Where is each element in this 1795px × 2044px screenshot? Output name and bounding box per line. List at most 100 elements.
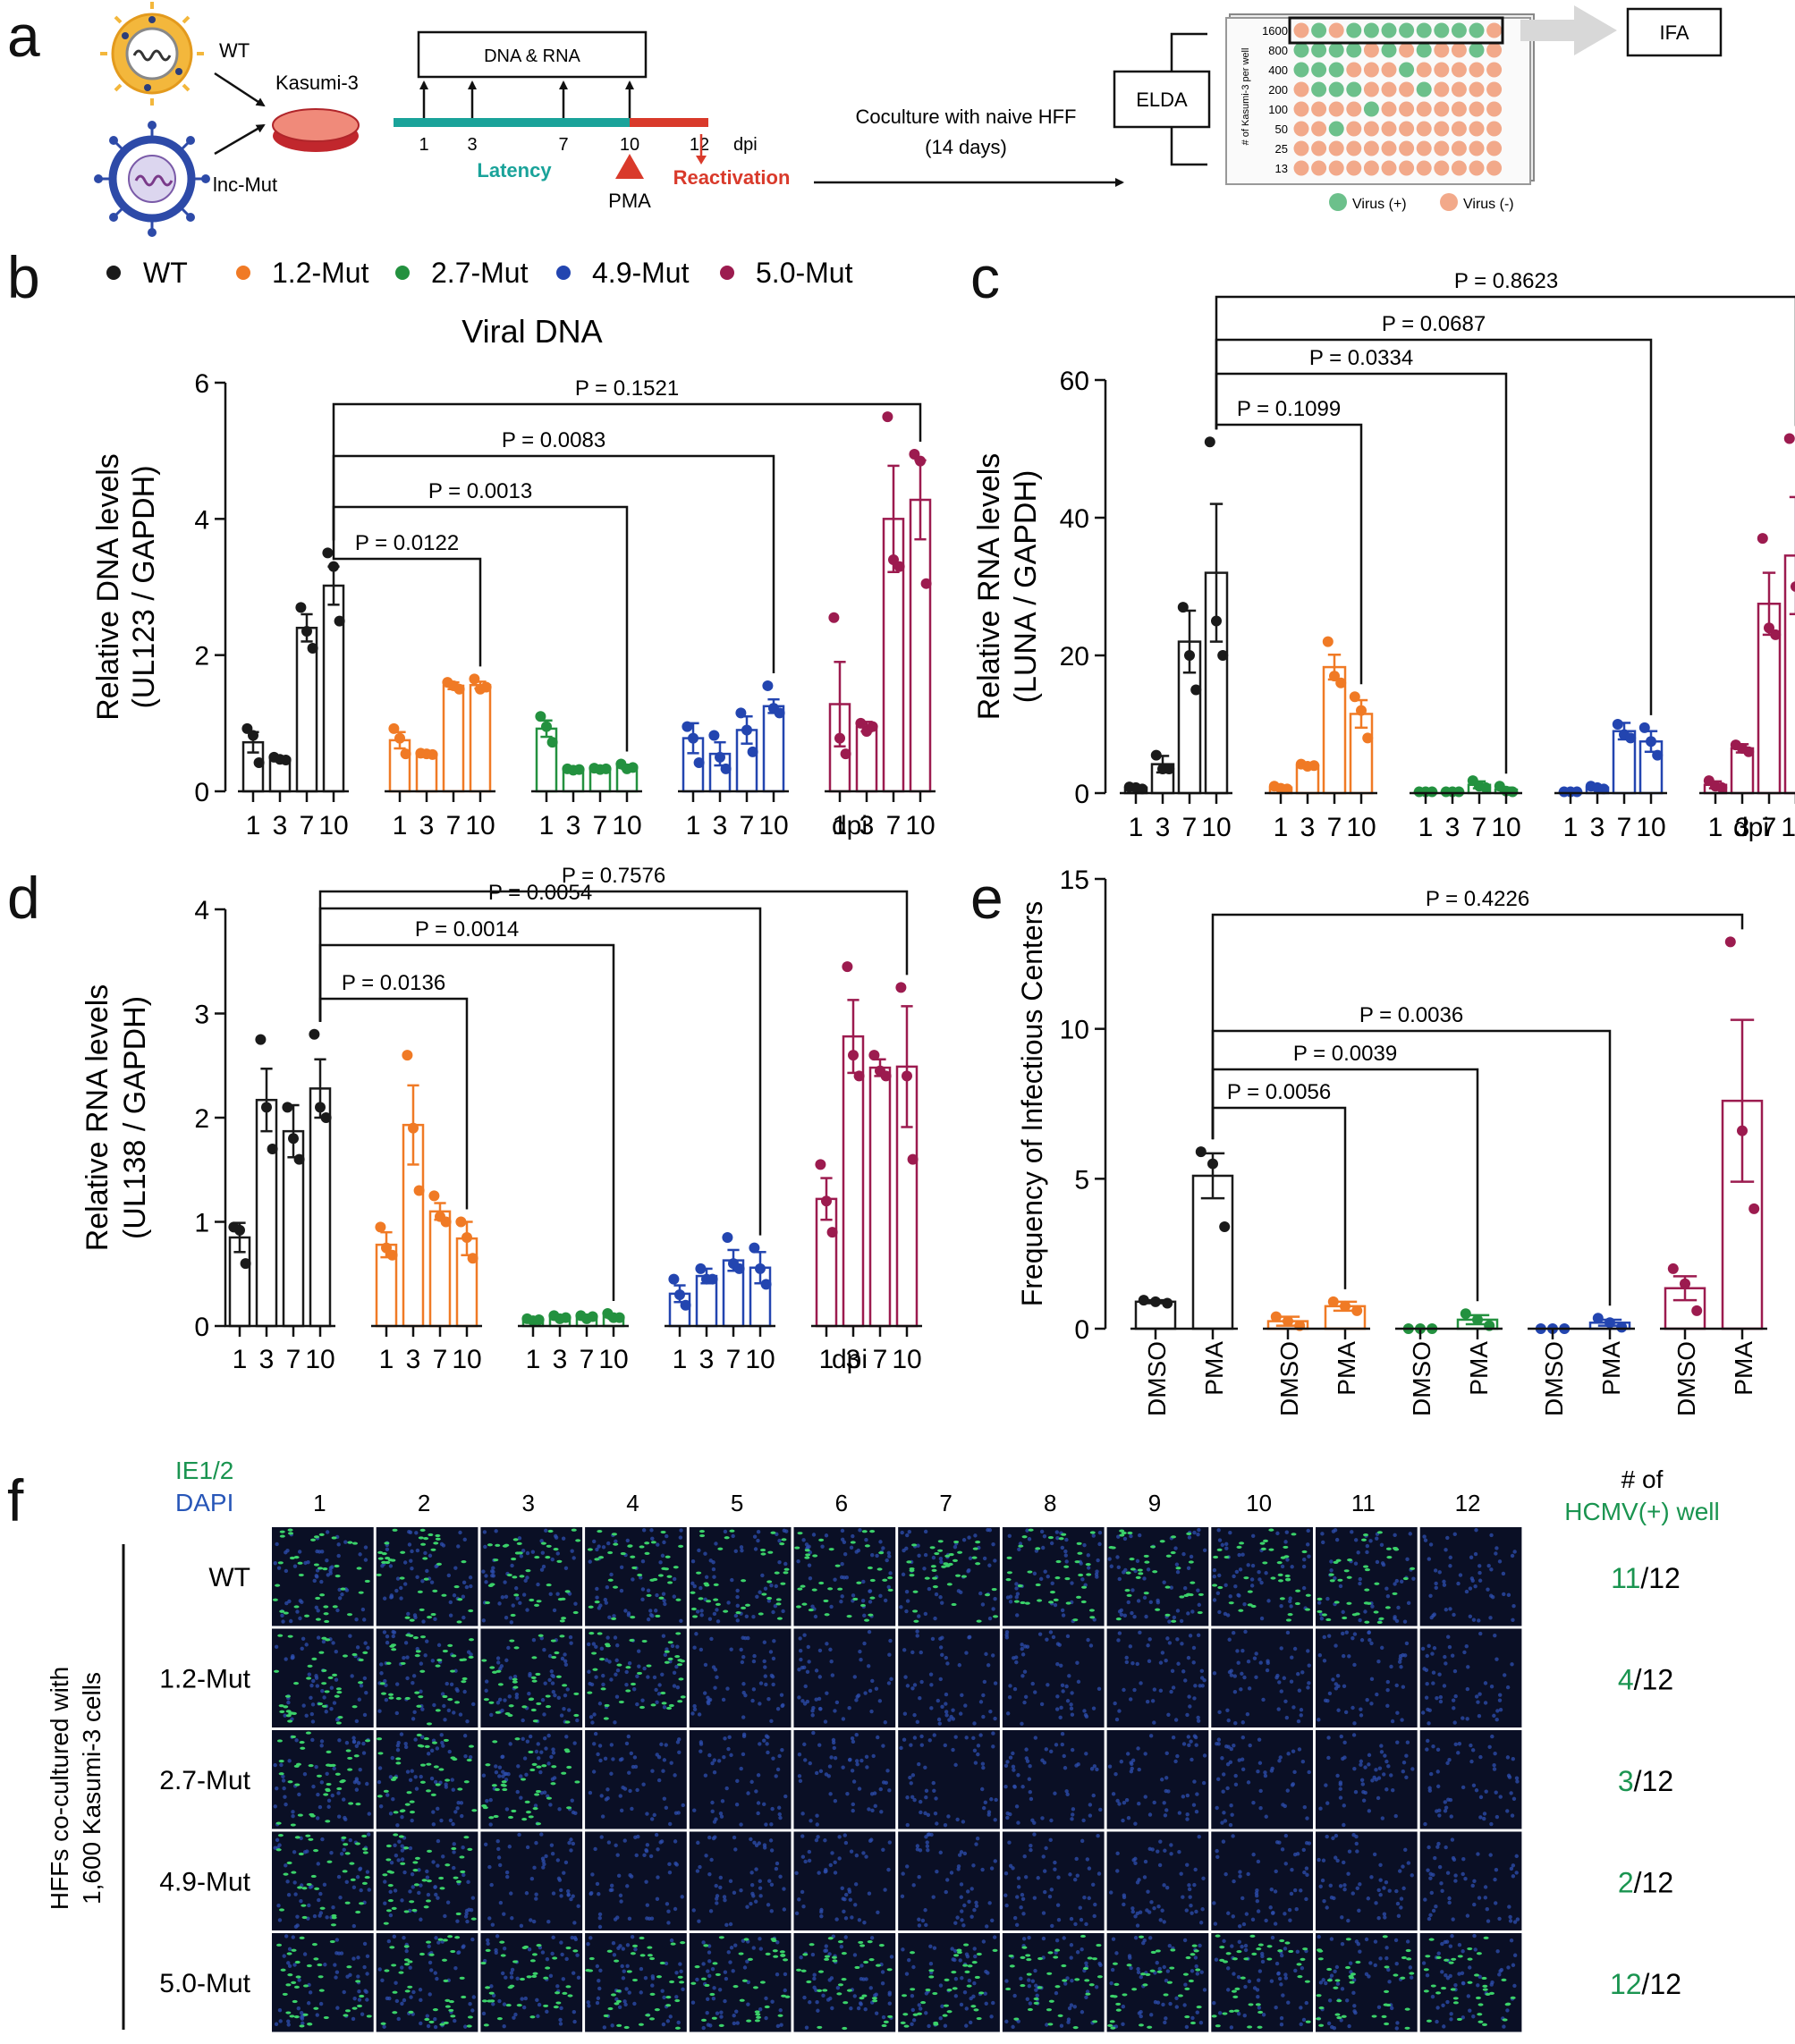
dapi-nucleus — [969, 1996, 973, 2001]
dapi-nucleus — [602, 2025, 607, 2030]
ie12-positive-cell — [400, 1550, 406, 1554]
significance-bracket — [1215, 338, 1653, 715]
ie12-positive-cell — [297, 1886, 303, 1889]
dapi-nucleus — [428, 1960, 433, 1965]
dapi-nucleus — [391, 1634, 396, 1639]
plate-well-negative — [1469, 140, 1485, 156]
dapi-nucleus — [497, 1601, 502, 1606]
ie12-positive-cell — [416, 1733, 422, 1737]
dapi-nucleus — [733, 1943, 738, 1947]
ie12-positive-cell — [304, 1614, 310, 1617]
dapi-nucleus — [991, 1744, 995, 1749]
dapi-nucleus — [632, 1755, 638, 1760]
ie12-positive-cell — [1171, 1619, 1177, 1623]
plate-well-negative — [1434, 42, 1450, 58]
ie12-positive-cell — [1088, 1609, 1095, 1612]
dapi-nucleus — [669, 1938, 674, 1943]
dapi-nucleus — [1336, 1684, 1341, 1688]
dapi-nucleus — [1266, 1659, 1270, 1663]
dapi-nucleus — [609, 1572, 614, 1577]
dapi-nucleus — [768, 1838, 774, 1843]
ie12-positive-cell — [358, 1658, 364, 1662]
legend-label-wt: WT — [143, 257, 188, 289]
x-tick-label: 1 — [1129, 813, 1144, 842]
dapi-nucleus — [1263, 1773, 1268, 1778]
dapi-nucleus — [362, 1964, 367, 1970]
x-tick-label: 1 — [1708, 813, 1723, 842]
ie12-positive-cell — [659, 1961, 665, 1965]
ie12-positive-cell — [512, 1960, 519, 1964]
ie12-positive-cell — [538, 1634, 544, 1637]
dapi-nucleus — [572, 1921, 577, 1925]
dapi-nucleus — [669, 1761, 673, 1765]
dapi-nucleus — [502, 1946, 507, 1951]
dapi-nucleus — [1425, 1653, 1429, 1659]
dapi-nucleus — [385, 1547, 390, 1551]
ie12-positive-cell — [1333, 1560, 1339, 1564]
ie12-positive-cell — [951, 1602, 957, 1607]
dapi-nucleus — [563, 1659, 568, 1664]
dapi-nucleus — [402, 1998, 407, 2003]
ifa-arrow-icon — [1520, 5, 1617, 55]
dapi-nucleus — [1220, 1542, 1224, 1548]
dapi-nucleus — [448, 1613, 453, 1617]
ie12-positive-cell — [1236, 1545, 1242, 1549]
dapi-nucleus — [1244, 1912, 1249, 1916]
dapi-nucleus — [530, 1550, 536, 1554]
dapi-nucleus — [486, 1938, 490, 1943]
positive-well-count: 11 — [1611, 1562, 1640, 1594]
dapi-nucleus — [1060, 1742, 1064, 1747]
dapi-nucleus — [395, 1823, 400, 1828]
dapi-nucleus — [1242, 1675, 1247, 1680]
dapi-nucleus — [915, 1719, 920, 1725]
ie12-positive-cell — [944, 1554, 951, 1558]
plate-well-positive — [1328, 62, 1344, 78]
dapi-nucleus — [419, 1883, 423, 1888]
dapi-nucleus — [922, 1567, 927, 1571]
ie12-positive-cell — [487, 1999, 493, 2003]
data-point — [1667, 1263, 1679, 1274]
dapi-nucleus — [981, 1805, 986, 1811]
dapi-nucleus — [435, 1976, 439, 1981]
ie12-positive-cell — [626, 1970, 632, 1973]
plate-selected-row — [1288, 16, 1504, 45]
dapi-nucleus — [363, 1545, 368, 1550]
dapi-nucleus — [1217, 1609, 1222, 1615]
ie12-positive-cell — [630, 1952, 636, 1955]
data-point — [674, 1289, 685, 1301]
dapi-nucleus — [641, 1782, 646, 1786]
dapi-nucleus — [302, 1771, 308, 1777]
dapi-nucleus — [764, 1996, 768, 2001]
dapi-nucleus — [519, 1554, 524, 1558]
dapi-nucleus — [928, 1672, 934, 1677]
ie12-positive-cell — [293, 1556, 300, 1559]
dapi-nucleus — [953, 1762, 958, 1768]
dapi-nucleus — [612, 1614, 616, 1618]
ie12-positive-cell — [407, 1960, 413, 1964]
dapi-nucleus — [1478, 1631, 1483, 1636]
dapi-nucleus — [314, 1605, 319, 1609]
dapi-nucleus — [927, 1586, 932, 1592]
dapi-nucleus — [842, 1551, 848, 1557]
data-point — [386, 1249, 398, 1261]
dapi-nucleus — [520, 1997, 524, 2001]
dapi-nucleus — [394, 1981, 398, 1985]
dapi-nucleus — [1301, 1564, 1307, 1569]
y-axis-label: Frequency of Infectious Centers — [1016, 901, 1048, 1307]
dapi-nucleus — [562, 1706, 566, 1711]
dapi-nucleus — [1342, 1740, 1347, 1745]
dapi-nucleus — [1174, 1562, 1180, 1567]
ie12-positive-cell — [556, 1559, 563, 1563]
dapi-nucleus — [753, 1547, 758, 1551]
ie12-positive-cell — [532, 1807, 538, 1811]
dapi-nucleus — [1323, 1698, 1328, 1703]
dapi-nucleus — [990, 1653, 995, 1658]
dapi-nucleus — [1060, 1732, 1065, 1736]
dapi-nucleus — [1370, 1604, 1375, 1609]
ie12-positive-cell — [735, 1611, 741, 1615]
dapi-nucleus — [408, 1846, 413, 1851]
ifa-well-image — [1419, 1831, 1522, 1930]
ie12-positive-cell — [1334, 1601, 1340, 1604]
dapi-nucleus — [571, 1841, 576, 1846]
dapi-nucleus — [958, 1958, 962, 1963]
